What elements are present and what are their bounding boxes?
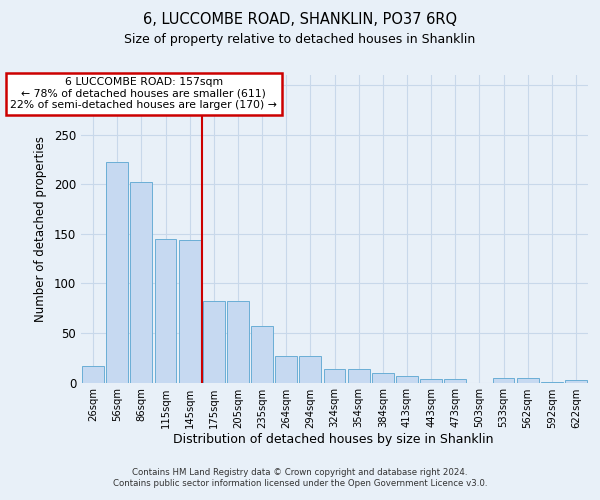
Bar — [179, 240, 200, 382]
Text: Distribution of detached houses by size in Shanklin: Distribution of detached houses by size … — [173, 432, 493, 446]
Bar — [445, 378, 466, 382]
Y-axis label: Number of detached properties: Number of detached properties — [34, 136, 47, 322]
Bar — [420, 378, 442, 382]
Bar — [82, 366, 104, 382]
Bar — [130, 182, 152, 382]
Bar — [227, 301, 249, 382]
Bar — [396, 376, 418, 382]
Bar — [299, 356, 321, 382]
Bar — [493, 378, 514, 382]
Bar — [348, 368, 370, 382]
Bar — [323, 368, 346, 382]
Text: Contains HM Land Registry data © Crown copyright and database right 2024.
Contai: Contains HM Land Registry data © Crown c… — [113, 468, 487, 487]
Bar — [565, 380, 587, 382]
Text: 6, LUCCOMBE ROAD, SHANKLIN, PO37 6RQ: 6, LUCCOMBE ROAD, SHANKLIN, PO37 6RQ — [143, 12, 457, 28]
Bar — [275, 356, 297, 382]
Bar — [155, 238, 176, 382]
Text: Size of property relative to detached houses in Shanklin: Size of property relative to detached ho… — [124, 32, 476, 46]
Bar — [372, 372, 394, 382]
Bar — [203, 301, 224, 382]
Bar — [106, 162, 128, 382]
Bar — [517, 378, 539, 382]
Bar — [251, 326, 273, 382]
Text: 6 LUCCOMBE ROAD: 157sqm
← 78% of detached houses are smaller (611)
22% of semi-d: 6 LUCCOMBE ROAD: 157sqm ← 78% of detache… — [10, 77, 277, 110]
